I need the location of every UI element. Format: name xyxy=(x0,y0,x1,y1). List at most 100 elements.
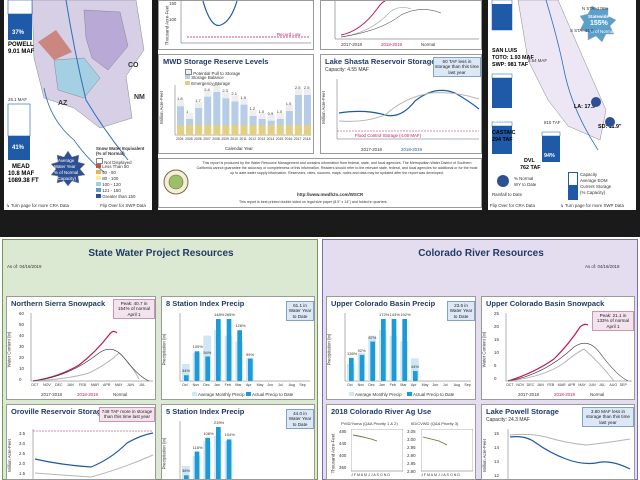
northern-sierra-panel: Northern Sierra Snowpack Peak: 40.7 in 1… xyxy=(6,296,156,400)
mwd-value-label: 2.7 xyxy=(213,81,219,87)
mwd-balance-bar xyxy=(186,119,194,125)
swe-legend-title: Snow Water Equivalent (% of Normal) xyxy=(96,146,145,156)
swp-section: State Water Project Resources As of: 04/… xyxy=(2,239,318,480)
ytick: 20 xyxy=(19,355,24,360)
oroville-ylabel: Million Acre-Feet xyxy=(6,439,12,472)
actual-precip-bar xyxy=(226,439,232,479)
ns-legend-3: Normal xyxy=(113,392,128,397)
mwd-emergency-bar xyxy=(249,125,257,135)
mwd-year-label: 2005 xyxy=(185,137,193,141)
mwd-balance-bar xyxy=(231,101,239,125)
powell-callout: 3.80 MAF less in storage than this time … xyxy=(582,407,634,428)
actual-precip-bar xyxy=(402,319,407,381)
northern-sierra-chart xyxy=(30,313,153,382)
mwd-potential-bar xyxy=(204,90,212,97)
mwd-emergency-bar xyxy=(294,125,302,135)
shasta-flood-label: Flood Control Storage (4.00 MAF) xyxy=(355,133,422,138)
precip-pct-label: 148% xyxy=(214,312,225,317)
mwd-ylabel: Million Acre-Feet xyxy=(158,91,164,124)
eight-station-ylabel: Precipitation (in) xyxy=(161,333,167,366)
month-label: Jul xyxy=(278,383,283,387)
oroville-cap: 3.54 MAF xyxy=(528,58,548,63)
shasta-chart xyxy=(336,79,480,140)
ag-left-xticks: J F M A M J J A S O N D xyxy=(351,473,390,477)
precip-pct-label: 118% xyxy=(192,444,203,450)
shasta-legend-2: 2018-2019 xyxy=(401,147,422,152)
month-label: Aug xyxy=(288,383,296,387)
dvl-pct: 94% xyxy=(544,153,555,159)
xtick-label: SEP xyxy=(619,383,627,387)
month-label: Nov xyxy=(357,383,365,387)
mwd-balance-bar xyxy=(267,120,275,125)
actual-precip-bar xyxy=(349,357,354,381)
mwd-value-label: 2.5 xyxy=(294,85,301,90)
mwd-value-label: 1.0 xyxy=(276,109,283,114)
ytick: 50 xyxy=(19,322,24,327)
mwd-emergency-bar xyxy=(231,125,239,135)
month-label: Apr xyxy=(411,383,417,387)
mwd-value-labels: 1.8 1 1.7 2.4 2.7 2.3 2.1 1.9 1.2 1.0 0.9 1.0 1.5 2.5… xyxy=(173,81,313,141)
precip-pct-label: 92% xyxy=(357,347,366,353)
precip-pct-label: 105% xyxy=(192,344,203,350)
state-nm: NM xyxy=(134,94,145,101)
ytick: 3.00 xyxy=(407,437,416,442)
xtick-label: MAR xyxy=(557,383,566,387)
swp-as-of: As of: 04/16/2019 xyxy=(7,264,42,269)
month-label: Mar xyxy=(400,383,407,387)
us-legend-1: 2017-2018 xyxy=(518,392,539,397)
upper-snowpack-ylabel: Water Content (in) xyxy=(481,331,487,368)
castaic-name: CASTAIC xyxy=(492,130,516,136)
ytick: 15 xyxy=(494,337,499,342)
swp-title: State Water Project Resources xyxy=(88,248,234,259)
dvl-name: DVL xyxy=(524,158,535,164)
actual-precip-bar xyxy=(194,451,200,479)
mwd-year-label: 2011 xyxy=(239,137,247,141)
ytick: 10 xyxy=(19,366,24,371)
ytick: 1.5 xyxy=(19,471,26,476)
xtick-label: MAY xyxy=(578,383,586,387)
top-left-page: 37% POWELL 9.01 MAF 26.1 MAF 41% MEAD 10… xyxy=(4,0,152,210)
xtick-label: MAY xyxy=(115,383,123,387)
cra-map xyxy=(7,0,145,173)
ag-right-chart xyxy=(421,429,473,472)
xtick-label: OCT xyxy=(506,383,514,387)
avg-precip-bar xyxy=(182,364,190,381)
legend-pct-normal: % Normal xyxy=(514,176,534,181)
district-seal-icon xyxy=(163,169,189,195)
xtick-label: APR xyxy=(568,383,576,387)
legend-current: Current Storage xyxy=(580,184,612,189)
ytick: 480 xyxy=(339,429,347,434)
mwd-potential-bar xyxy=(258,113,266,119)
mwd-value-label: 1 xyxy=(186,109,189,114)
castaic-storage: 294 TAF xyxy=(492,137,513,143)
ytick: 30 xyxy=(19,344,24,349)
us-xticks: OCT NOV DEC JAN FEB MAR APR MAY JUN JUL AUG SEP xyxy=(506,383,634,389)
mwd-potential-bar xyxy=(231,95,239,102)
s-sta: S STA: 44.0 xyxy=(570,28,594,33)
five-station-title: 5 Station Index Precip xyxy=(166,407,245,416)
mwd-year-label: 2007 xyxy=(203,137,211,141)
month-label: Feb xyxy=(389,383,396,387)
month-label: Nov xyxy=(192,383,200,387)
san-luis-swp: SWP: 981 TAF xyxy=(492,62,529,68)
month-label: Mar xyxy=(235,383,242,387)
ag-right-label: IID/CVWD (Q&A Priority 3) xyxy=(411,421,459,426)
top-chart-right: 2017-2018 2018-2019 Normal xyxy=(320,0,482,50)
us-legend-2: 2018-2019 xyxy=(554,392,575,397)
mwd-potential-bar xyxy=(195,101,203,108)
xtick-label: JUN xyxy=(127,383,134,387)
shasta-ylabel: Million Acre-Feet xyxy=(320,91,326,124)
ytick: 2.90 xyxy=(407,453,416,458)
swp-map-legend: % Normal WY to Date Rainfall to Date Cap… xyxy=(492,172,634,202)
mwd-year-label: 2006 xyxy=(194,137,202,141)
ytick: 25 xyxy=(494,311,499,316)
ns-xticks: OCT NOV DEC JAN FEB MAR APR MAY JUN JUL xyxy=(31,383,155,389)
month-label: Dec xyxy=(203,383,210,387)
mwd-emergency-bar xyxy=(303,125,311,135)
website-link[interactable]: http://www.mwdh2o.com/WSCR xyxy=(297,192,364,197)
ytick: 2.85 xyxy=(407,461,416,466)
legend-wytd: WY to Date xyxy=(514,182,537,187)
top-right-chart-svg xyxy=(334,1,479,40)
mwd-emergency-bar xyxy=(186,125,194,135)
castaic-pct: 90% xyxy=(494,118,505,124)
